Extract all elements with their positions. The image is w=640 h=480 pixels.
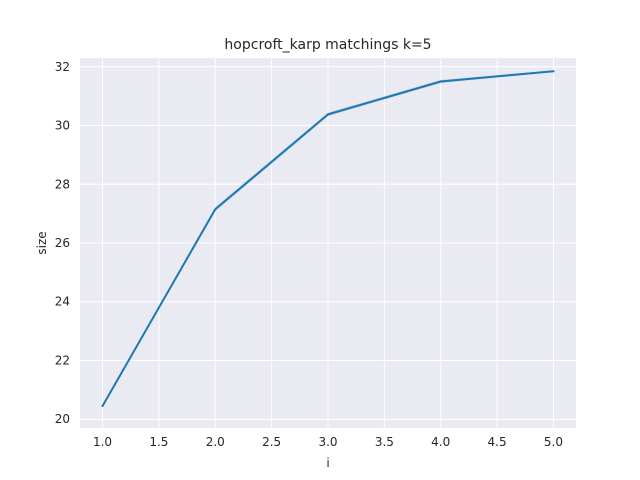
data-point (327, 113, 329, 116)
series-layer (101, 70, 555, 408)
y-tick-label: 30 (55, 119, 70, 133)
x-tick-label: 4.0 (431, 435, 450, 449)
x-tick-label: 3.0 (318, 435, 337, 449)
x-tick-label: 5.0 (544, 435, 563, 449)
data-point (439, 80, 442, 83)
x-tick-label: 2.0 (206, 435, 225, 449)
grid (80, 58, 576, 428)
x-tick-label: 2.5 (262, 435, 281, 449)
data-point (101, 404, 104, 407)
y-tick-label: 22 (55, 353, 70, 367)
x-tick-label: 4.5 (488, 435, 507, 449)
x-tick-label: 3.5 (375, 435, 394, 449)
data-point (214, 208, 217, 211)
chart-title: hopcroft_karp matchings k=5 (224, 37, 431, 53)
y-tick-label: 24 (55, 295, 70, 309)
y-tick-label: 32 (55, 60, 70, 74)
x-axis-label: i (326, 456, 329, 470)
y-tick-label: 26 (55, 236, 70, 250)
x-tick-label: 1.0 (93, 435, 112, 449)
y-tick-labels: 20 22 24 26 28 30 32 (55, 60, 70, 426)
x-tick-labels: 1.0 1.5 2.0 2.5 3.0 3.5 4.0 4.5 5.0 (93, 435, 563, 449)
y-tick-label: 28 (55, 177, 70, 191)
data-point (552, 70, 555, 73)
x-tick-label: 1.5 (149, 435, 168, 449)
y-tick-label: 20 (55, 412, 70, 426)
y-axis-label: size (35, 231, 49, 254)
